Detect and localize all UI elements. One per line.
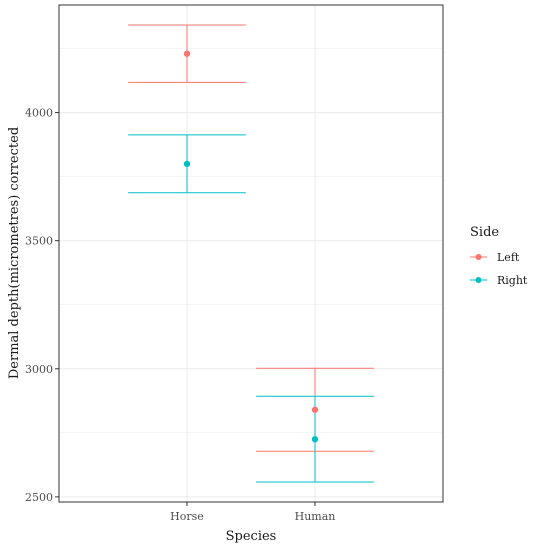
legend-items: Left Right — [470, 251, 528, 287]
x-axis-title: Species — [226, 529, 277, 544]
legend: Side Left Right — [470, 225, 528, 287]
left-point — [311, 406, 319, 413]
left-point — [183, 50, 191, 57]
legend-label-right: Right — [497, 274, 528, 287]
legend-key-point-left — [475, 254, 482, 260]
right-point — [311, 436, 319, 443]
x-tick-label: Horse — [170, 510, 204, 523]
y-axis-title: Dermal depth(micrometres) corrected — [7, 127, 22, 379]
legend-label-left: Left — [497, 251, 520, 264]
right-point — [183, 160, 191, 168]
axis-ticks — [55, 112, 316, 506]
data-points — [183, 50, 319, 443]
x-tick-label: Human — [295, 510, 336, 523]
grid-minor — [59, 48, 443, 434]
y-tick-label: 3500 — [25, 235, 53, 248]
y-tick-label: 4000 — [25, 107, 53, 120]
plot-panel — [59, 5, 443, 502]
y-tick-label: 3000 — [25, 363, 53, 376]
y-tick-label: 2500 — [25, 491, 53, 504]
legend-key-point-right — [475, 277, 482, 283]
tick-labels: 2500 3000 3500 4000 Horse Human — [25, 107, 335, 523]
plot-border — [58, 4, 444, 503]
legend-title: Side — [470, 225, 499, 240]
